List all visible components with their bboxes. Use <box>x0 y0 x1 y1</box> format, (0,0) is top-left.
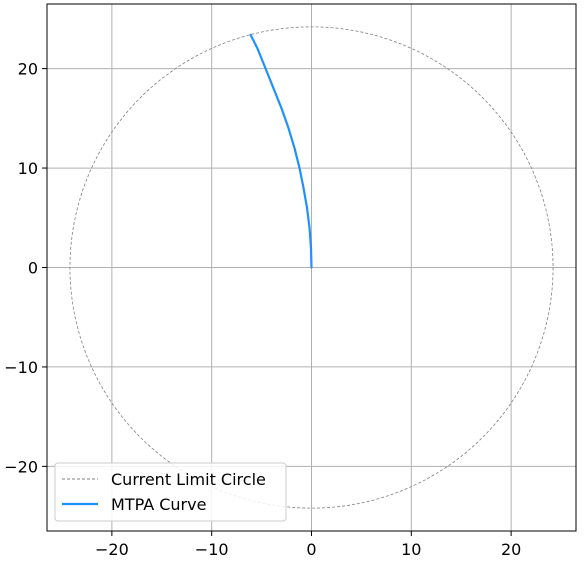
y-tick-label: 0 <box>28 259 38 278</box>
y-tick-label: −20 <box>4 457 38 476</box>
x-tick-label: 20 <box>501 540 521 559</box>
series-current-limit-circle <box>69 26 554 509</box>
axis-ticks: −20 −10 0 10 20 −20 −10 0 10 20 <box>4 60 521 559</box>
legend: Current Limit Circle MTPA Curve <box>54 462 287 522</box>
plot-series <box>69 26 554 509</box>
series-mtpa-curve <box>249 33 313 269</box>
x-tick-label: −20 <box>95 540 129 559</box>
y-tick-label: 10 <box>18 159 38 178</box>
legend-box <box>54 462 287 522</box>
legend-label-mtpa-curve: MTPA Curve <box>111 495 206 514</box>
y-tick-label: −10 <box>4 358 38 377</box>
legend-label-current-limit-circle: Current Limit Circle <box>111 470 266 489</box>
x-tick-label: 10 <box>401 540 421 559</box>
x-tick-label: −10 <box>195 540 229 559</box>
y-tick-label: 20 <box>18 60 38 79</box>
x-tick-label: 0 <box>306 540 316 559</box>
